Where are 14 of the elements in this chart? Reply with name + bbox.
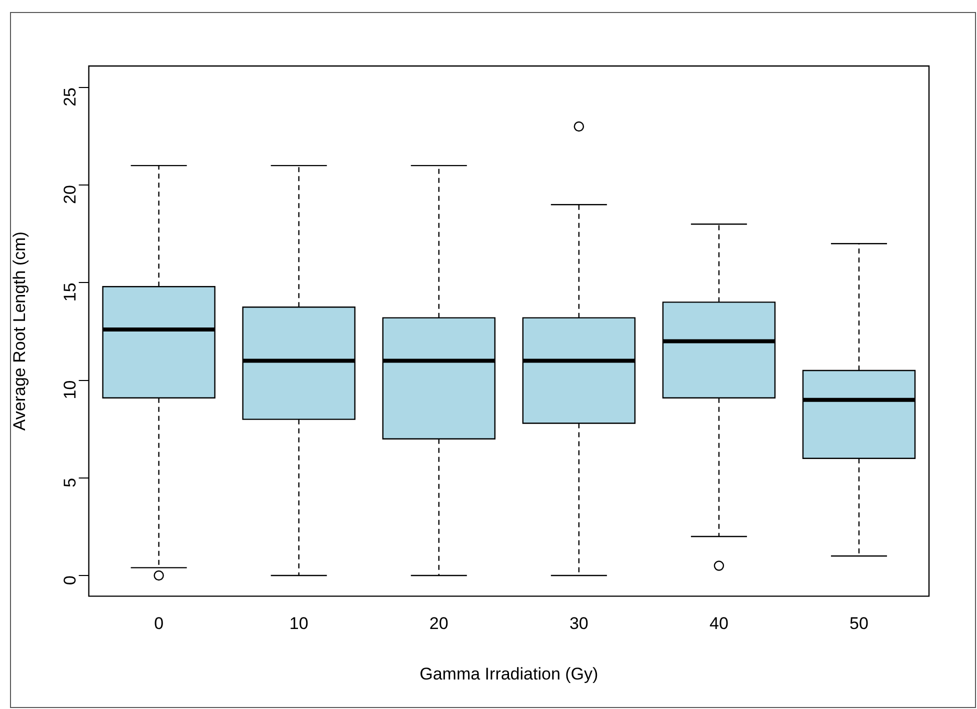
- x-tick-label: 20: [429, 614, 448, 634]
- y-axis-title: Average Root Length (cm): [10, 232, 29, 431]
- y-tick-label: 15: [60, 282, 80, 302]
- x-tick-label: 30: [569, 614, 588, 634]
- y-tick-label: 10: [60, 380, 80, 400]
- y-tick-label: 0: [60, 576, 80, 585]
- x-tick-label: 50: [850, 614, 868, 634]
- y-tick-label: 5: [60, 478, 80, 488]
- y-tick-label: 25: [60, 87, 80, 106]
- x-tick-label: 10: [289, 614, 308, 634]
- x-tick-label: 40: [709, 614, 728, 634]
- y-tick-label: 20: [60, 185, 80, 204]
- x-tick-label: 0: [154, 614, 164, 634]
- x-axis-title: Gamma Irradiation (Gy): [420, 664, 598, 684]
